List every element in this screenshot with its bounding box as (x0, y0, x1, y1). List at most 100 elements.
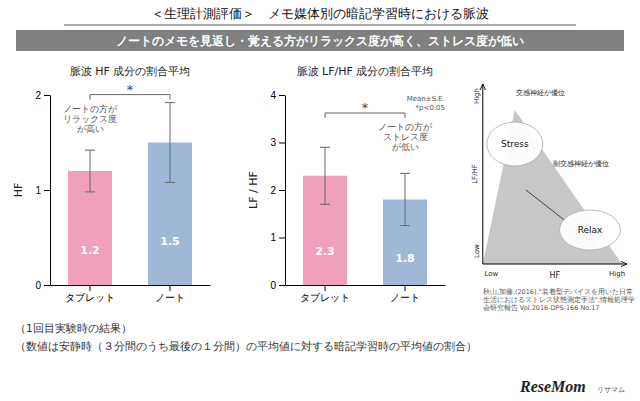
annotation: ノートの方がリラックス度が高い (63, 104, 118, 134)
diagram-label: HF (549, 271, 560, 280)
y-tick-mark (44, 285, 50, 286)
y-tick-mark (279, 285, 285, 286)
error-bar-cap (165, 102, 175, 103)
diagram-state-label: Stress (501, 139, 529, 149)
marks (303, 147, 427, 285)
y-axis: 0 1 2 3 4 (270, 90, 285, 291)
x-axis: タブレット ノート (51, 285, 211, 303)
error-bar-cap (400, 225, 410, 226)
diagram-state-label: Relax (578, 225, 603, 235)
chart-title: 脈波 LF/HF 成分の割合平均 (297, 65, 434, 78)
reference-line: 秋山,加藤,(2016),"装着型デバイスを用いた日常 (483, 288, 633, 296)
y-axis: 0 1 2 (35, 90, 50, 291)
annotation-line: ノートの方が (63, 104, 118, 114)
significance-label: * (127, 82, 134, 97)
y-axis-line (50, 96, 51, 286)
y-tick-label: 0 (270, 280, 276, 291)
chart-root: ＜生理計測評価＞ メモ媒体別の暗記学習時における脈波ノートのメモを見返し・覚える… (0, 0, 640, 401)
error-bar-cap (165, 182, 175, 183)
y-tick-label: 1 (35, 185, 41, 196)
diagram-label: Low (484, 270, 498, 278)
y-tick: 2 (270, 185, 285, 196)
error-bar (165, 103, 175, 183)
y-tick: 3 (270, 137, 285, 148)
x-axis-line (286, 285, 446, 286)
title-underline (64, 25, 576, 26)
x-tick-label: タブレット (300, 292, 350, 303)
note-line: Mean±S.E. (407, 95, 445, 103)
diagram-label: Low (473, 244, 481, 258)
y-tick: 0 (35, 280, 50, 291)
y-axis-line (285, 96, 286, 286)
annotation-line: が低い (392, 142, 419, 152)
credit-sub: リサマム (597, 386, 625, 394)
error-bar-stem (170, 103, 171, 183)
y-tick-label: 2 (35, 90, 41, 101)
error-bar-cap (320, 204, 330, 205)
annotation-line: リラックス度 (63, 114, 117, 124)
diagram-y-arrow (482, 84, 483, 264)
x-tick-label: ノート (155, 292, 185, 303)
subtitle-banner (16, 30, 624, 51)
reference: 秋山,加藤,(2016),"装着型デバイスを用いた日常生活におけるストレス状態測… (483, 288, 635, 312)
y-tick-mark (279, 95, 285, 96)
subtitle: ノートのメモを見返し・覚える方がリラックス度が高く、ストレス度が低い (116, 34, 524, 48)
data-label: 2.3 (315, 245, 335, 258)
bar-chart: 0 1 2 タブレット ノート HF 脈波 HF 成分の割合平均 1.2 1.5 * ノートの方がリ… (12, 65, 211, 303)
error-bar-cap (85, 150, 95, 151)
y-tick-label: 2 (270, 185, 276, 196)
significance-label: * (362, 100, 369, 115)
y-tick-mark (279, 143, 285, 144)
x-tick-mark (405, 285, 406, 291)
x-axis-line (51, 285, 211, 286)
y-tick: 4 (270, 90, 285, 101)
diagram-label: 副交感神経が優位 (553, 160, 609, 168)
x-tick: タブレット (300, 285, 350, 303)
y-axis-title: LF / HF (247, 171, 260, 209)
error-bar-cap (400, 173, 410, 174)
data-label: 1.2 (80, 244, 100, 257)
y-tick: 1 (270, 232, 285, 243)
error-bar (400, 173, 410, 225)
diagram-label: High (473, 88, 481, 104)
x-tick: ノート (155, 285, 185, 303)
error-bar (85, 150, 95, 192)
diagram-ellipse (487, 122, 543, 166)
y-tick: 2 (35, 90, 50, 101)
x-tick: タブレット (65, 285, 115, 303)
diagram-x-arrow (483, 264, 627, 265)
note-line: *p<0.05 (416, 104, 445, 112)
data-label: 1.5 (160, 235, 180, 248)
x-tick-label: タブレット (65, 292, 115, 303)
y-tick-mark (279, 190, 285, 191)
x-tick-label: ノート (390, 292, 420, 303)
error-bar-stem (90, 150, 91, 192)
error-bar-cap (320, 147, 330, 148)
y-tick-mark (44, 95, 50, 96)
annotation-line: ノートの方が (378, 122, 433, 132)
note: Mean±S.E.*p<0.05 (407, 95, 445, 112)
y-tick-mark (44, 190, 50, 191)
x-axis: タブレット ノート (286, 285, 446, 303)
stress-relax-diagram: StressRelaxHFLF/HFLowHighHighLow交感神経が優位副… (471, 84, 635, 312)
chart-title: 脈波 HF 成分の割合平均 (70, 65, 191, 78)
error-bar-stem (325, 147, 326, 204)
data-label: 1.8 (395, 252, 415, 265)
x-tick-mark (170, 285, 171, 291)
error-bar-stem (405, 173, 406, 225)
x-tick-mark (325, 285, 326, 291)
y-tick: 0 (270, 280, 285, 291)
bar-chart: 0 1 2 3 4 タブレット ノート LF / HF 脈波 LF/HF 成分の割合平均 2.3 1… (247, 65, 446, 303)
x-tick-mark (90, 285, 91, 291)
marks (68, 103, 192, 285)
error-bar-cap (85, 191, 95, 192)
y-tick-label: 1 (270, 232, 276, 243)
x-tick: ノート (390, 285, 420, 303)
diagram-label: 交感神経が優位 (516, 89, 565, 97)
error-bar (320, 147, 330, 204)
y-axis-title: HF (12, 183, 25, 198)
annotation-line: が高い (77, 124, 104, 134)
y-tick: 1 (35, 185, 50, 196)
reference-line: 生活におけるストレス状態測定手法",情報処理学 (483, 296, 635, 304)
diagram-label: High (609, 270, 625, 278)
